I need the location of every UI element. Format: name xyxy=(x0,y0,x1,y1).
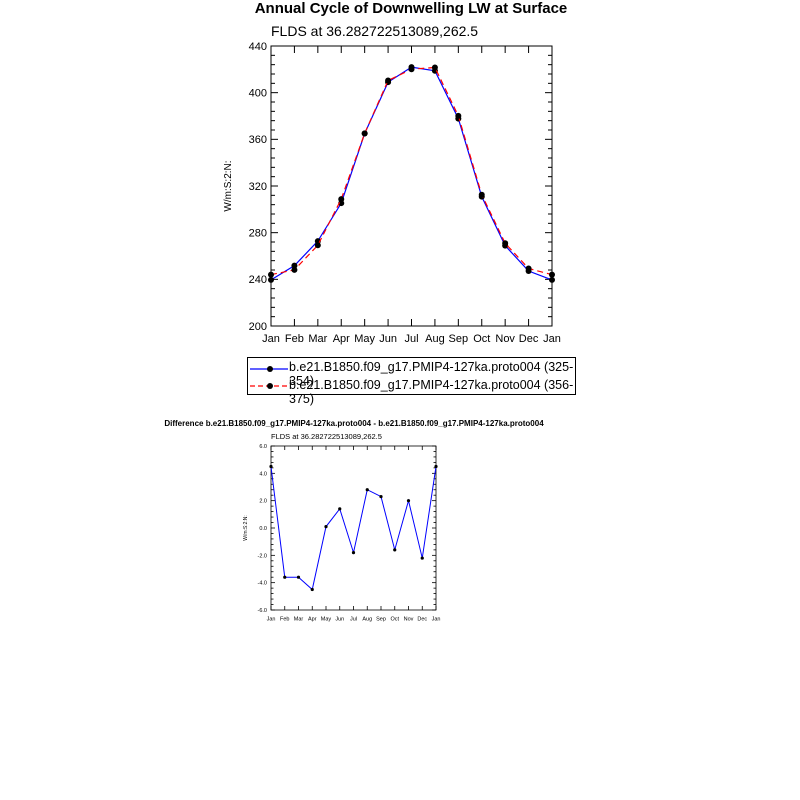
y-tick-label: 360 xyxy=(249,134,267,146)
data-point xyxy=(431,64,438,71)
series-line-1 xyxy=(270,466,437,591)
x-tick-label: May xyxy=(354,333,375,345)
x-tick-label: Oct xyxy=(473,333,490,345)
x-tick-label: Mar xyxy=(308,333,327,345)
y-axis-label: W/m:S:2:N: xyxy=(243,515,249,541)
data-point xyxy=(269,464,273,469)
data-point xyxy=(361,130,368,137)
y-tick-label: 320 xyxy=(249,181,267,193)
x-tick-label: Oct xyxy=(390,617,399,623)
x-tick-label: Jul xyxy=(350,617,357,623)
main-chart: 200 240 280 320 360 400 440 Jan Feb Mar Apr May Jun J… xyxy=(223,41,561,345)
x-tick-label: Nov xyxy=(495,333,515,345)
y-tick-label: 240 xyxy=(249,274,267,286)
y-tick-label: 440 xyxy=(249,41,267,53)
legend-swatch-series-2 xyxy=(250,383,288,389)
y-tick-label: 0.0 xyxy=(259,526,267,532)
x-tick-label: May xyxy=(321,617,332,623)
data-point xyxy=(455,112,462,119)
x-tick-label: Jul xyxy=(404,333,418,345)
legend-label-series-2: b.e21.B1850.f09_g17.PMIP4-127ka.proto004… xyxy=(289,378,574,406)
y-tick-label: 280 xyxy=(249,228,267,240)
data-point xyxy=(351,551,356,555)
data-point xyxy=(268,276,274,283)
data-point xyxy=(310,587,314,592)
x-tick-label: Feb xyxy=(285,333,304,345)
data-point xyxy=(314,242,321,249)
y-tick-label: 2.0 xyxy=(259,499,267,505)
x-tick-label: Mar xyxy=(294,617,304,623)
y-tick-label: -2.0 xyxy=(258,553,267,559)
x-tick-label: Jun xyxy=(335,617,344,623)
data-point xyxy=(406,499,411,503)
x-tick-label: Apr xyxy=(308,617,317,623)
x-tick-label: Aug xyxy=(362,617,372,623)
data-point xyxy=(525,265,532,272)
data-point xyxy=(365,488,369,492)
data-point xyxy=(393,548,397,552)
data-point xyxy=(268,271,274,278)
y-tick-label: 200 xyxy=(249,321,267,333)
data-point xyxy=(549,276,555,283)
x-tick-label: Aug xyxy=(425,333,445,345)
y-tick-label: 6.0 xyxy=(259,444,267,450)
data-point xyxy=(420,556,424,560)
data-point xyxy=(502,240,509,247)
data-point xyxy=(291,266,298,273)
x-tick-label: Dec xyxy=(417,617,427,623)
data-point xyxy=(408,66,415,73)
chart-title: Annual Cycle of Downwelling LW at Surfac… xyxy=(254,0,568,17)
plot-frame xyxy=(270,445,437,611)
data-point xyxy=(549,271,555,278)
y-axis-label: W/m:S:2:N: xyxy=(223,160,234,211)
legend: b.e21.B1850.f09_g17.PMIP4-127ka.proto004… xyxy=(247,357,577,406)
data-point xyxy=(385,77,392,84)
data-point xyxy=(296,575,301,579)
y-tick-label: -6.0 xyxy=(258,608,267,614)
data-point xyxy=(338,507,342,511)
x-tick-label: Jan xyxy=(267,617,276,623)
data-point xyxy=(283,575,287,579)
y-tick-label: -4.0 xyxy=(258,581,267,587)
data-point xyxy=(478,191,485,198)
y-tick-label: 400 xyxy=(249,88,267,100)
x-tick-label: Apr xyxy=(333,333,350,345)
data-point xyxy=(338,196,345,203)
legend-swatch-series-1 xyxy=(250,366,288,372)
x-tick-label: Sep xyxy=(449,333,469,345)
legend-item-series-1: b.e21.B1850.f09_g17.PMIP4-127ka.proto004… xyxy=(248,359,577,388)
data-point xyxy=(379,494,383,499)
x-tick-label: Jan xyxy=(432,617,441,623)
x-tick-label: Dec xyxy=(519,333,539,345)
difference-chart-title: Difference b.e21.B1850.f09_g17.PMIP4-127… xyxy=(164,419,544,428)
x-tick-label: Feb xyxy=(280,617,289,623)
x-tick-label: Nov xyxy=(404,617,414,623)
data-point xyxy=(291,262,298,269)
x-tick-label: Jun xyxy=(379,333,397,345)
chart-subtitle: FLDS at 36.282722513089,262.5 xyxy=(271,23,479,39)
difference-chart-subtitle: FLDS at 36.282722513089,262.5 xyxy=(271,432,382,441)
legend-item-series-2: b.e21.B1850.f09_g17.PMIP4-127ka.proto004… xyxy=(248,377,577,406)
x-tick-label: Jan xyxy=(262,333,280,345)
x-tick-label: Sep xyxy=(376,617,386,623)
x-tick-label: Jan xyxy=(543,333,561,345)
legend-label-series-1: b.e21.B1850.f09_g17.PMIP4-127ka.proto004… xyxy=(289,360,574,388)
data-point xyxy=(434,464,438,469)
y-tick-label: 4.0 xyxy=(259,471,267,477)
data-point xyxy=(324,525,328,529)
